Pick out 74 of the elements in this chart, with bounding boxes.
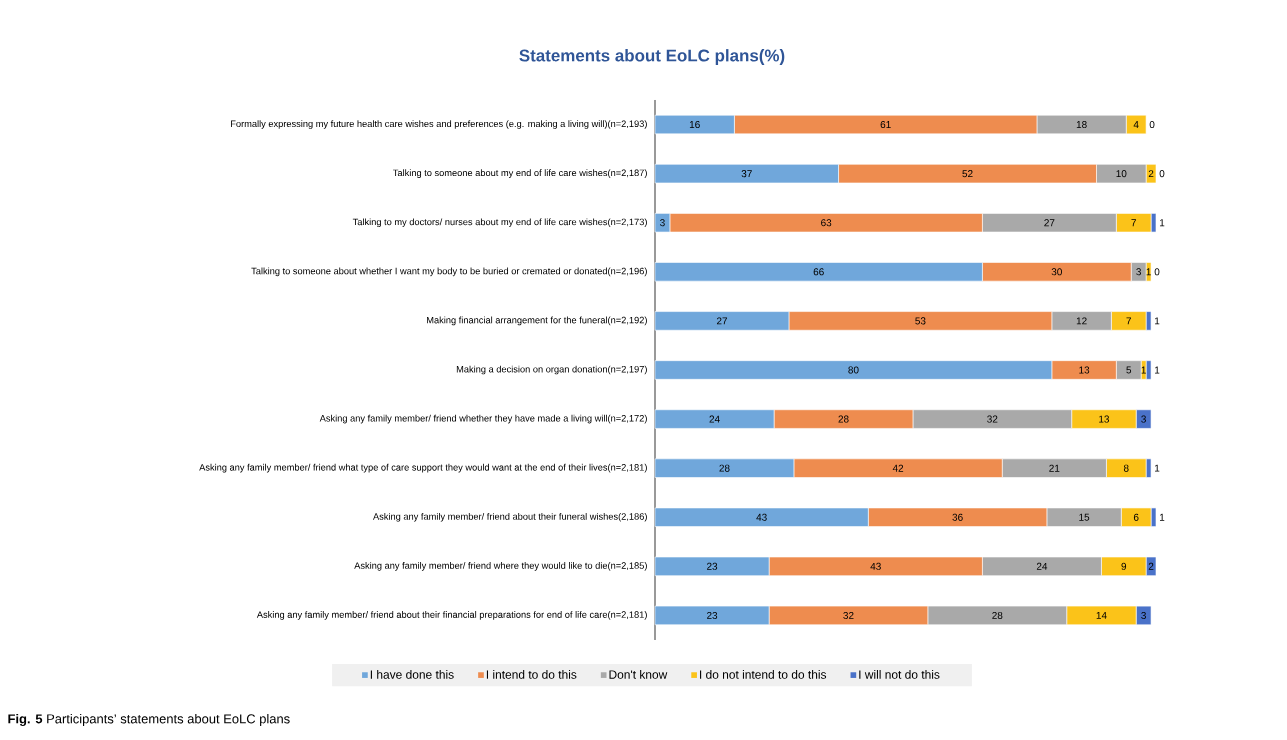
data-label: 3 [1141, 415, 1146, 423]
data-label: 63 [821, 219, 832, 227]
data-label: 13 [1079, 366, 1090, 374]
data-label: 23 [707, 611, 718, 619]
data-label: 7 [1131, 219, 1136, 227]
y-tick-label: Asking any family member/ friend about their financial preparations for end of life care(n=2,181) [256, 611, 647, 620]
data-label: 1 [1146, 268, 1151, 276]
data-label: 28 [719, 464, 730, 472]
data-label: 0 [1154, 268, 1160, 276]
data-label: 8 [1123, 464, 1129, 472]
data-label: 27 [1044, 219, 1055, 227]
data-label: 24 [1036, 562, 1048, 570]
data-label: 0 [1149, 121, 1155, 129]
data-label: 32 [843, 611, 854, 619]
y-tick-label: Asking any family member/ friend whether they have made a living will(n=2,172) [319, 414, 647, 424]
data-label: 43 [870, 562, 881, 570]
legend-label: I do not intend to do this [700, 670, 827, 679]
y-tick-label: Formally expressing my future health care wishes and preferences (e.g. making a living will)(n=2,193) [231, 120, 647, 129]
data-label: 7 [1126, 317, 1132, 325]
data-label: 80 [848, 366, 859, 374]
data-label: 6 [1133, 513, 1139, 521]
data-label: 1 [1155, 464, 1160, 472]
y-tick-label: Talking to someone about whether I want my body to be buried or cremated or donated(n=2,196) [251, 267, 647, 277]
data-label: 32 [987, 415, 998, 423]
data-label: 61 [880, 121, 891, 129]
data-label: 2 [1148, 170, 1154, 178]
data-label: 37 [741, 170, 752, 178]
data-label: 66 [813, 268, 824, 276]
legend-label: I intend to do this [486, 670, 577, 679]
data-label: 1 [1155, 366, 1160, 374]
data-label: 9 [1121, 562, 1127, 570]
y-tick-label: Asking any family member/ friend what type of care support they would want at the end of their lives(n=2,181) [199, 463, 647, 473]
data-label: 10 [1116, 170, 1127, 178]
bar [1145, 360, 1152, 380]
legend-label: I will not do this [859, 670, 940, 679]
data-label: 36 [952, 513, 963, 521]
data-label: 5 [1126, 366, 1132, 374]
legend-label: I have done this [370, 670, 454, 679]
data-label: 16 [689, 121, 700, 129]
y-tick-label: Asking any family member/ friend about their funeral wishes(2,186) [373, 512, 647, 522]
data-label: 24 [709, 415, 720, 423]
data-label: 28 [992, 611, 1003, 619]
data-label: 42 [892, 464, 904, 472]
data-label: 2 [1148, 562, 1154, 570]
data-label: 53 [915, 317, 926, 325]
data-label: 43 [756, 513, 767, 521]
data-label: 0 [1159, 170, 1165, 178]
data-label: 3 [660, 219, 665, 227]
data-label: 52 [962, 170, 973, 178]
y-tick-label: Making financial arrangement for the funeral(n=2,192) [427, 316, 647, 326]
text: Fig. 5 Participants’ statements about EoLC plans [8, 713, 290, 727]
data-label: 14 [1096, 612, 1107, 619]
y-tick-label: Talking to my doctors/ nurses about my end of life care wishes(n=2,173) [352, 218, 647, 228]
data-label: 27 [716, 317, 728, 325]
y-tick-label: Talking to someone about my end of life care wishes(n=2,187) [393, 169, 647, 178]
data-label: 1 [1159, 513, 1165, 521]
y-tick-label: Asking any family member/ friend where they would like to die(n=2,185) [354, 562, 647, 571]
data-label: 23 [707, 562, 718, 570]
data-label: 3 [1136, 268, 1141, 276]
legend-label: Don't know [609, 670, 668, 679]
data-label: 28 [838, 415, 849, 423]
data-label: 12 [1076, 317, 1087, 325]
data-label: 18 [1076, 121, 1087, 129]
data-label: 1 [1159, 219, 1165, 227]
data-label: 15 [1079, 513, 1090, 521]
data-label: 21 [1049, 464, 1060, 472]
data-label: 1 [1155, 317, 1160, 325]
data-label: 1 [1141, 366, 1146, 374]
y-tick-label: Making a decision on organ donation(n=2,197) [456, 365, 647, 375]
chart-title: Statements about EoLC plans(%) [519, 49, 785, 65]
data-label: 30 [1051, 268, 1062, 276]
data-label: 4 [1133, 121, 1139, 128]
data-label: 3 [1141, 611, 1146, 619]
data-label: 13 [1099, 415, 1110, 423]
